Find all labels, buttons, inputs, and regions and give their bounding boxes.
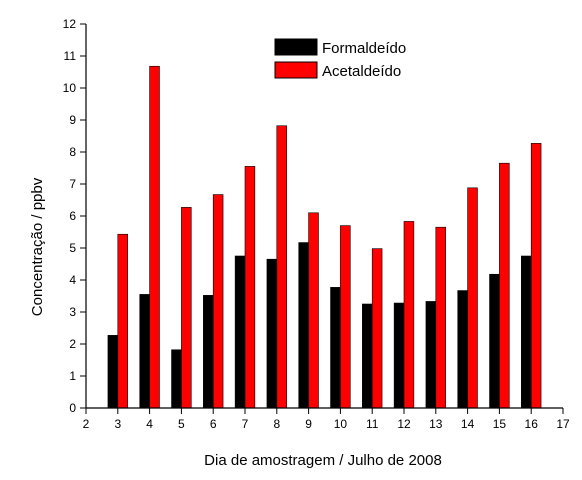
bar-acetaldeido-day-12 [403, 221, 415, 409]
y-tick-label-2: 2 [69, 337, 76, 351]
x-tick-label-13: 13 [429, 417, 443, 431]
y-tick-label-4: 4 [69, 273, 76, 287]
bar-acetaldeido-day-5 [181, 207, 192, 409]
y-tick-label-0: 0 [69, 401, 76, 415]
x-tick-label-16: 16 [525, 417, 539, 431]
bar-formaldeido-day-14 [457, 290, 468, 409]
y-tick-label-1: 1 [69, 369, 76, 383]
bar-formaldeido-day-15 [489, 273, 500, 409]
x-axis-title: Dia de amostragem / Julho de 2008 [204, 452, 442, 469]
bar-formaldeido-day-6 [203, 295, 214, 409]
bar-formaldeido-day-9 [298, 242, 309, 409]
x-tick-label-6: 6 [210, 417, 217, 431]
bar-acetaldeido-day-3 [117, 233, 128, 409]
x-tick-label-5: 5 [178, 417, 185, 431]
bar-formaldeido-day-11 [362, 303, 373, 409]
y-tick-label-11: 11 [64, 49, 77, 63]
bar-acetaldeido-day-16 [530, 143, 542, 409]
bar-acetaldeido-day-10 [340, 225, 351, 409]
legend-label-acetaldeido: Acetaldeído [322, 63, 401, 80]
x-tick-label-10: 10 [334, 417, 348, 431]
legend-label-formaldeido: Formaldeído [322, 40, 406, 57]
bar-acetaldeido-day-7 [244, 166, 256, 409]
x-tick-label-14: 14 [461, 417, 475, 431]
y-tick-label-5: 5 [69, 241, 76, 255]
x-tick-label-4: 4 [146, 417, 153, 431]
x-tick-label-2: 2 [83, 417, 90, 431]
y-tick-label-8: 8 [69, 145, 76, 159]
bar-formaldeido-day-7 [234, 255, 246, 409]
bar-acetaldeido-day-8 [276, 125, 287, 409]
bar-formaldeido-day-3 [107, 335, 119, 409]
bars-group [107, 65, 542, 409]
bar-acetaldeido-day-14 [467, 187, 478, 409]
y-axis-title: Concentração / ppbv [29, 177, 46, 316]
bar-formaldeido-day-10 [330, 287, 341, 409]
bar-formaldeido-day-8 [266, 258, 278, 409]
bar-acetaldeido-day-13 [435, 226, 446, 409]
legend-swatch-formaldeido [274, 38, 318, 56]
bar-acetaldeido-day-6 [212, 194, 224, 409]
y-tick-label-3: 3 [69, 305, 76, 319]
bar-acetaldeido-day-11 [371, 248, 383, 409]
bar-formaldeido-day-4 [139, 294, 150, 409]
bar-formaldeido-day-5 [171, 349, 182, 409]
y-tick-label-12: 12 [63, 17, 77, 31]
bar-acetaldeido-day-9 [308, 212, 319, 409]
bar-acetaldeido-day-4 [149, 65, 160, 409]
bar-formaldeido-day-13 [425, 301, 437, 409]
y-tick-label-6: 6 [69, 209, 76, 223]
bar-acetaldeido-day-15 [499, 162, 510, 409]
x-tick-label-11: 11 [366, 417, 379, 431]
y-tick-label-10: 10 [63, 81, 77, 95]
x-tick-label-7: 7 [242, 417, 249, 431]
x-tick-label-8: 8 [273, 417, 280, 431]
y-tick-label-9: 9 [69, 113, 76, 127]
legend-swatch-acetaldeido [274, 61, 318, 79]
legend: Formaldeído Acetaldeído [274, 38, 406, 80]
x-tick-label-9: 9 [305, 417, 312, 431]
x-tick-label-17: 17 [556, 417, 570, 431]
bar-formaldeido-day-16 [521, 255, 532, 409]
x-tick-label-3: 3 [114, 417, 121, 431]
x-tick-label-15: 15 [493, 417, 507, 431]
bar-formaldeido-day-12 [393, 302, 405, 409]
x-tick-label-12: 12 [397, 417, 411, 431]
y-tick-label-7: 7 [69, 177, 76, 191]
